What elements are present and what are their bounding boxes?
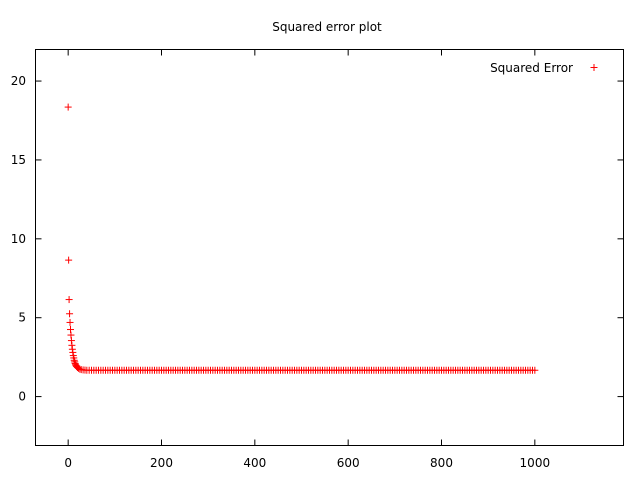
- series-squared-error: [64, 103, 539, 374]
- y-tick-label: 20: [11, 74, 26, 88]
- legend-label: Squared Error: [490, 61, 573, 75]
- y-axis: 0 5 10 15 20: [11, 74, 624, 404]
- x-tick-label: 800: [430, 456, 453, 470]
- data-point: [66, 318, 74, 326]
- data-point: [531, 366, 539, 374]
- x-axis: 0 200 400 600 800 1000: [64, 49, 551, 470]
- y-tick-label: 15: [11, 153, 26, 167]
- y-tick-label: 0: [18, 390, 26, 404]
- x-tick-label: 0: [64, 456, 72, 470]
- x-tick-label: 600: [337, 456, 360, 470]
- plot-frame: [35, 49, 624, 446]
- data-point: [65, 256, 73, 264]
- data-point: [65, 296, 73, 304]
- y-tick-label: 10: [11, 232, 26, 246]
- x-tick-label: 400: [243, 456, 266, 470]
- x-tick-label: 200: [150, 456, 173, 470]
- data-point: [64, 103, 72, 111]
- legend: Squared Error: [490, 61, 598, 75]
- legend-plus-marker: [590, 64, 598, 71]
- x-tick-label: 1000: [520, 456, 551, 470]
- y-tick-label: 5: [18, 311, 26, 325]
- data-point: [66, 310, 74, 318]
- legend-marker: [590, 64, 598, 71]
- chart-title: Squared error plot: [272, 20, 382, 34]
